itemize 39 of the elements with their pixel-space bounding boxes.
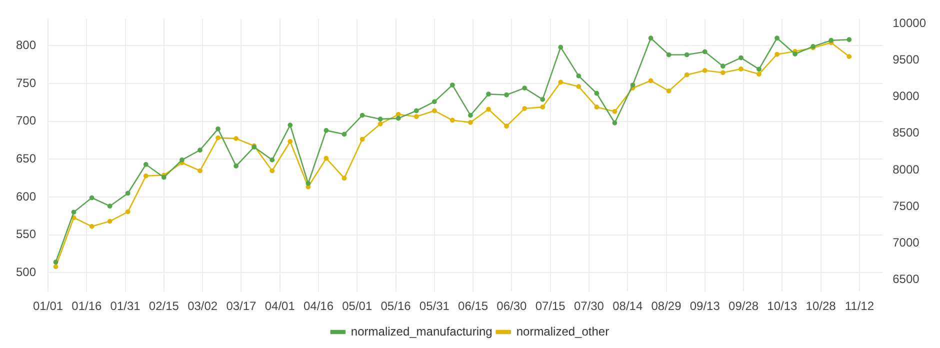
x-tick-label: 05/31	[419, 299, 450, 314]
y2-tick-label: 7000	[892, 236, 920, 250]
y-tick-label: 800	[16, 38, 36, 52]
x-tick-label: 03/02	[188, 299, 218, 314]
x-tick-label: 06/15	[458, 299, 488, 314]
x-tick-label: 02/15	[148, 299, 180, 314]
y-tick-label: 600	[16, 189, 36, 204]
x-tick-label: 08/14	[612, 299, 643, 314]
y2-tick-label: 6500	[892, 272, 920, 286]
x-tick-label: 11/12	[844, 299, 874, 314]
x-tick-label: 04/16	[303, 299, 334, 314]
y-tick-label: 550	[16, 227, 36, 242]
y2-tick-label: 8000	[892, 162, 920, 176]
y2-tick-label: 9500	[892, 52, 920, 67]
x-tick-label: 08/29	[651, 299, 682, 314]
y2-tick-label: 7500	[892, 198, 920, 213]
y2-tick-label: 8500	[892, 126, 920, 140]
x-tick-label: 03/17	[226, 299, 257, 314]
y2-tick-label: 10000	[892, 16, 926, 30]
y-tick-label: 750	[16, 76, 36, 90]
y2-tick-label: 9000	[892, 89, 920, 104]
x-tick-label: 01/16	[72, 299, 102, 314]
x-tick-label: 05/16	[380, 299, 412, 314]
y-tick-label: 650	[16, 151, 36, 166]
x-tick-label: 09/28	[728, 299, 759, 314]
x-tick-label: 07/15	[535, 299, 566, 314]
x-tick-label: 10/13	[767, 299, 798, 314]
legend-label: normalized_manufacturing	[350, 324, 492, 338]
y-tick-label: 500	[16, 264, 36, 279]
x-tick-label: 04/01	[264, 299, 296, 314]
x-tick-label: 09/13	[690, 299, 720, 314]
x-tick-label: 06/30	[496, 299, 528, 314]
x-tick-label: 10/28	[806, 299, 836, 314]
y-tick-label: 700	[16, 114, 36, 128]
x-tick-label: 01/01	[33, 299, 64, 314]
x-tick-label: 07/30	[574, 299, 604, 314]
legend-label: normalized_other	[516, 324, 610, 338]
x-tick-label: 01/31	[110, 299, 141, 314]
x-tick-label: 05/01	[342, 299, 372, 314]
